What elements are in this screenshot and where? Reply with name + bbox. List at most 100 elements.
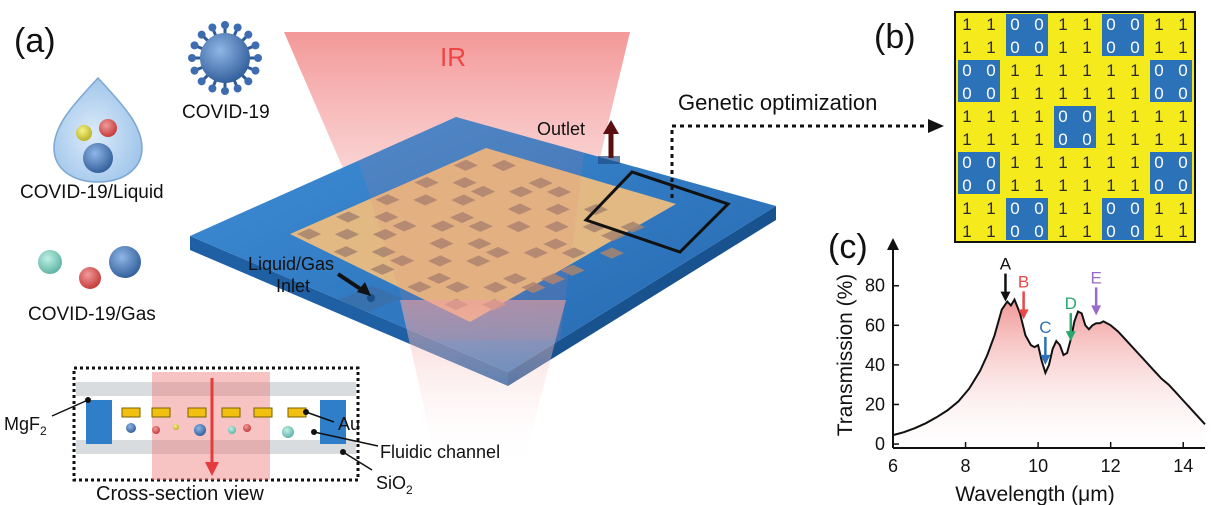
fluidic-label: Fluidic channel bbox=[380, 442, 500, 462]
grid-cell: 1 bbox=[1010, 107, 1019, 126]
panel-b: (b) 1 1 0 0 1 1 0 0 1 11 1 0 0 1 1 0 0 1 10 0 1 1 1 1 1 1 0 00 0 1 1 1 1… bbox=[874, 11, 1196, 243]
metasurface-hole bbox=[426, 272, 452, 284]
x-tick-label: 6 bbox=[888, 456, 898, 476]
grid-cell: 0 bbox=[1130, 38, 1139, 57]
metasurface-hole bbox=[502, 273, 528, 285]
grid-cell: 1 bbox=[986, 199, 995, 218]
y-tick-label: 20 bbox=[865, 394, 885, 414]
grid-cell: 0 bbox=[1178, 84, 1187, 103]
y-tick-label: 60 bbox=[865, 315, 885, 335]
metasurface-hole bbox=[468, 220, 493, 232]
grid-cell: 1 bbox=[1058, 153, 1067, 172]
grid-cell: 0 bbox=[1010, 38, 1019, 57]
sio2-main: SiO bbox=[376, 473, 406, 493]
panel-c-tag: (c) bbox=[828, 228, 868, 266]
metasurface-hole bbox=[485, 246, 510, 259]
grid-cell: 1 bbox=[1106, 176, 1115, 195]
grid-cell: 1 bbox=[1058, 222, 1067, 241]
metasurface-hole bbox=[506, 220, 531, 233]
grid-cell: 0 bbox=[1130, 15, 1139, 34]
grid-cell: 0 bbox=[1058, 130, 1067, 149]
grid-cell: 1 bbox=[1082, 15, 1091, 34]
grid-cell: 0 bbox=[1106, 38, 1115, 57]
ir-beam-lower bbox=[400, 300, 566, 470]
sio2-subscript: 2 bbox=[406, 483, 413, 497]
grid-cell: 0 bbox=[1154, 61, 1163, 80]
outlet-label: Outlet bbox=[537, 119, 585, 139]
grid-cell: 1 bbox=[1130, 153, 1139, 172]
grid-cell: 1 bbox=[1130, 84, 1139, 103]
y-axis-arrow bbox=[887, 238, 899, 250]
metasurface-hole bbox=[523, 247, 548, 259]
x-tick-label: 12 bbox=[1101, 456, 1121, 476]
grid-zero-block bbox=[958, 60, 1000, 102]
virus-spike-tip bbox=[221, 21, 229, 29]
grid-cell: 1 bbox=[1058, 176, 1067, 195]
metasurface-hole bbox=[561, 247, 586, 259]
peak-marker-head bbox=[1065, 331, 1076, 342]
grid-cell: 1 bbox=[1058, 38, 1067, 57]
metasurface-hole bbox=[430, 220, 455, 232]
grid-cell: 1 bbox=[962, 199, 971, 218]
peak-marker-label: D bbox=[1065, 294, 1077, 313]
sio2-label: SiO2 bbox=[376, 473, 413, 497]
metasurface-hole bbox=[508, 186, 534, 198]
virus-spike-tip bbox=[244, 30, 253, 39]
peak-marker-label: E bbox=[1090, 268, 1101, 287]
grid-cell: 1 bbox=[1178, 38, 1187, 57]
transmission-chart: 6 8 10 12 14 0 20 40 60 80 Wavelength (μm) Transmis… bbox=[834, 238, 1206, 505]
mgf2-label: MgF2 bbox=[4, 414, 47, 438]
inlet-label-line1: Liquid/Gas bbox=[248, 254, 334, 274]
virus-spike-tip bbox=[254, 54, 262, 62]
grid-cell: 0 bbox=[986, 84, 995, 103]
metasurface-hole bbox=[521, 281, 546, 294]
metasurface-hole bbox=[540, 273, 566, 285]
metasurface-hole bbox=[390, 255, 415, 267]
grid-cell: 1 bbox=[1130, 176, 1139, 195]
metasurface-hole bbox=[470, 185, 496, 198]
genetic-optimization-arrow: Genetic optimization bbox=[670, 90, 944, 198]
metasurface-hole bbox=[467, 238, 492, 250]
metasurface-hole bbox=[334, 228, 360, 240]
grid-cell: 1 bbox=[1178, 107, 1187, 126]
metasurface-hole bbox=[371, 246, 396, 258]
grid-cell: 1 bbox=[986, 222, 995, 241]
cross-section-inset bbox=[51, 366, 379, 482]
grid-cell: 0 bbox=[962, 176, 971, 195]
metasurface-hole bbox=[466, 255, 491, 267]
peak-marker-head bbox=[1000, 291, 1011, 302]
grid-cell: 1 bbox=[986, 130, 995, 149]
grid-cell: 1 bbox=[1106, 130, 1115, 149]
grid-cell: 1 bbox=[1058, 61, 1067, 80]
metasurface-hole bbox=[450, 211, 475, 224]
panel-b-tag: (b) bbox=[874, 18, 916, 56]
virus-spike-tip bbox=[251, 66, 260, 75]
grid-cell: 0 bbox=[1082, 107, 1091, 126]
liquid-droplet-icon bbox=[53, 76, 143, 183]
grid-cell: 1 bbox=[1130, 130, 1139, 149]
grid-cell: 0 bbox=[1010, 199, 1019, 218]
grid-cell: 1 bbox=[1010, 61, 1019, 80]
grid-cell: 1 bbox=[1154, 107, 1163, 126]
ir-label: IR bbox=[440, 42, 466, 72]
grid-cell: 1 bbox=[1106, 107, 1115, 126]
grid-cell: 1 bbox=[1082, 38, 1091, 57]
metasurface-hole bbox=[543, 238, 568, 250]
grid-cell: 1 bbox=[1058, 199, 1067, 218]
liquid-label: COVID-19/Liquid bbox=[20, 182, 164, 203]
covid-label: COVID-19 bbox=[182, 102, 270, 123]
grid-cell: 1 bbox=[1082, 84, 1091, 103]
grid-cell: 0 bbox=[1154, 176, 1163, 195]
metasurface-hole bbox=[370, 263, 395, 275]
inlet-label-line2: Inlet bbox=[276, 276, 310, 296]
covid-virus-icon bbox=[188, 21, 262, 95]
metasurface-hole bbox=[375, 194, 400, 206]
grid-cell: 1 bbox=[962, 38, 971, 57]
metasurface-hole bbox=[560, 264, 585, 276]
grid-cell: 0 bbox=[1034, 15, 1043, 34]
grid-cell: 0 bbox=[1130, 222, 1139, 241]
grid-cell: 0 bbox=[1106, 199, 1115, 218]
grid-border bbox=[954, 11, 1196, 243]
grid-cell: 1 bbox=[1034, 61, 1043, 80]
